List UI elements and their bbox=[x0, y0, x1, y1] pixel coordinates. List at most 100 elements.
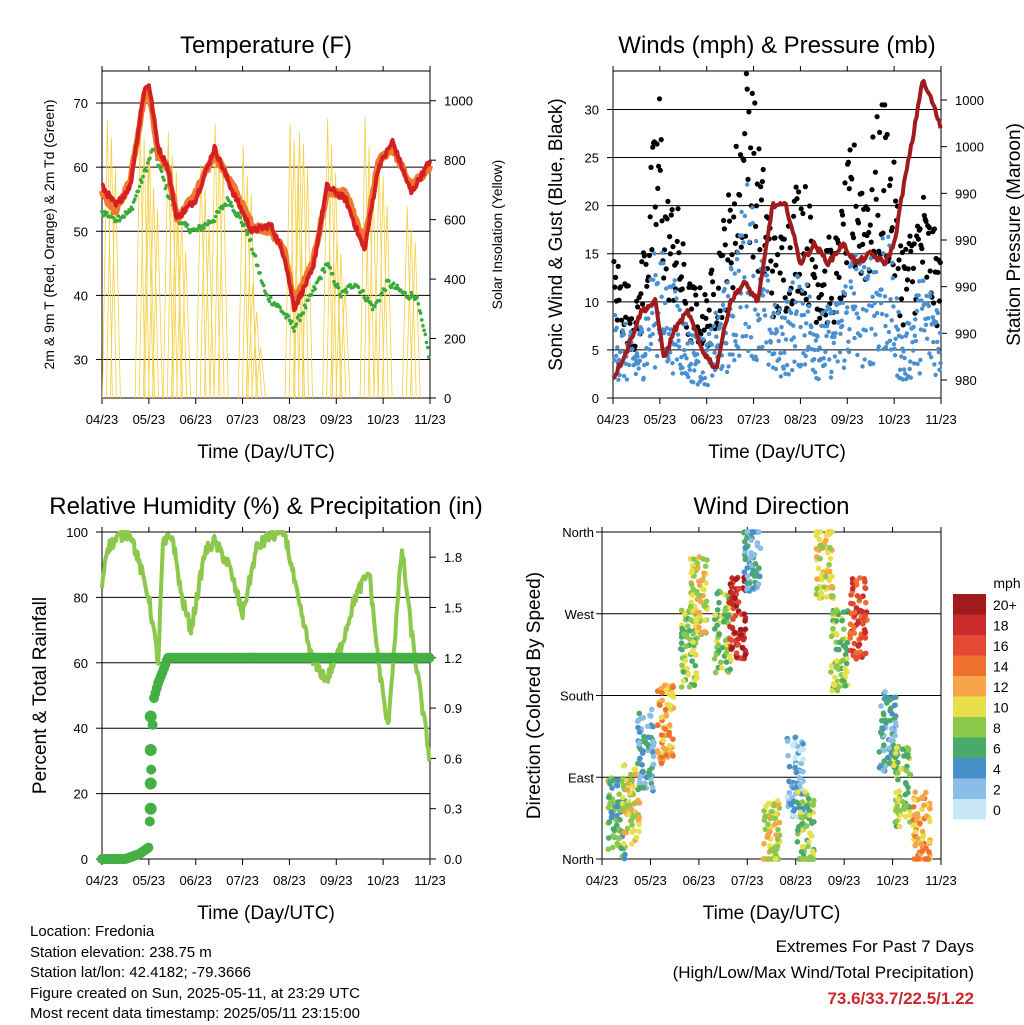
legend-label: 4 bbox=[993, 761, 1001, 777]
sonic-point bbox=[743, 333, 749, 339]
direction-point bbox=[620, 840, 627, 847]
sonic-point bbox=[612, 358, 617, 363]
gust-point bbox=[654, 141, 660, 147]
sonic-point bbox=[854, 267, 859, 272]
sonic-point bbox=[787, 288, 793, 293]
x-tick-label: 09/23 bbox=[831, 412, 864, 427]
y-tick-label: North bbox=[562, 525, 594, 540]
sonic-point bbox=[750, 205, 755, 210]
sonic-point bbox=[917, 371, 922, 376]
gust-point bbox=[758, 197, 765, 203]
direction-point bbox=[688, 582, 695, 588]
sonic-point bbox=[828, 375, 834, 380]
direction-point bbox=[693, 669, 700, 676]
direction-point bbox=[693, 617, 699, 624]
direction-point bbox=[761, 808, 767, 814]
gust-point bbox=[807, 214, 814, 220]
sonic-point bbox=[784, 362, 790, 368]
gust-point bbox=[920, 259, 926, 265]
sonic-point bbox=[813, 338, 818, 343]
direction-point bbox=[680, 669, 687, 675]
sonic-point bbox=[930, 315, 935, 320]
sonic-point bbox=[820, 310, 825, 315]
sonic-point bbox=[806, 304, 812, 309]
sonic-point bbox=[806, 344, 811, 349]
y2-tick-label: 980 bbox=[955, 373, 977, 388]
sonic-point bbox=[795, 274, 800, 280]
sonic-point bbox=[637, 358, 642, 363]
direction-point bbox=[840, 657, 846, 664]
gust-point bbox=[670, 244, 676, 250]
gust-point bbox=[898, 296, 905, 302]
direction-point bbox=[795, 789, 801, 795]
sonic-point bbox=[683, 321, 689, 326]
dewpoint-point bbox=[366, 296, 370, 300]
sonic-point bbox=[838, 331, 843, 336]
direction-point bbox=[829, 688, 835, 694]
chart-title: Relative Humidity (%) & Precipitation (i… bbox=[49, 493, 482, 520]
direction-point bbox=[659, 690, 665, 696]
gust-point bbox=[618, 284, 624, 290]
gust-point bbox=[751, 150, 757, 156]
direction-point bbox=[763, 803, 769, 810]
direction-point bbox=[628, 806, 635, 812]
direction-point bbox=[880, 710, 887, 716]
direction-point bbox=[762, 813, 769, 819]
dewpoint-point bbox=[238, 215, 242, 220]
dewpoint-point bbox=[301, 311, 306, 315]
direction-point bbox=[795, 827, 801, 833]
dewpoint-point bbox=[292, 329, 296, 333]
sonic-point bbox=[815, 334, 820, 339]
sonic-point bbox=[786, 372, 791, 377]
sonic-point bbox=[775, 311, 781, 316]
direction-point bbox=[919, 828, 926, 835]
direction-point bbox=[715, 642, 721, 648]
gust-point bbox=[694, 301, 700, 307]
direction-point bbox=[680, 678, 687, 684]
y2-tick-label: 0 bbox=[444, 391, 451, 406]
x-tick-label: 08/23 bbox=[784, 412, 817, 427]
gust-point bbox=[646, 252, 653, 258]
dewpoint-point bbox=[408, 296, 412, 300]
x-tick-label: 11/23 bbox=[414, 873, 446, 888]
direction-point bbox=[650, 738, 656, 745]
direction-point bbox=[891, 702, 898, 709]
direction-point bbox=[632, 766, 639, 772]
sonic-point bbox=[938, 360, 943, 366]
sonic-point bbox=[895, 327, 901, 332]
direction-point bbox=[817, 589, 824, 595]
direction-point bbox=[773, 832, 779, 838]
sonic-point bbox=[935, 339, 940, 345]
gust-point bbox=[781, 236, 787, 242]
dewpoint-point bbox=[362, 296, 367, 300]
sonic-point bbox=[772, 351, 777, 356]
sonic-point bbox=[674, 296, 679, 301]
direction-point bbox=[835, 664, 841, 671]
legend-label: 20+ bbox=[993, 597, 1017, 613]
legend-swatch bbox=[953, 799, 986, 820]
direction-point bbox=[893, 818, 900, 825]
direction-point bbox=[658, 714, 665, 721]
direction-point bbox=[642, 739, 649, 745]
direction-point bbox=[768, 808, 775, 815]
sonic-point bbox=[670, 371, 676, 376]
direction-point bbox=[620, 763, 627, 769]
sonic-point bbox=[732, 358, 737, 363]
direction-point bbox=[726, 612, 732, 619]
dewpoint-point bbox=[370, 307, 375, 312]
gust-point bbox=[889, 225, 895, 231]
series-rh bbox=[100, 530, 432, 763]
dewpoint-point bbox=[326, 261, 330, 266]
direction-point bbox=[853, 656, 860, 662]
sonic-point bbox=[686, 374, 691, 380]
sonic-point bbox=[874, 310, 880, 316]
direction-point bbox=[616, 835, 623, 842]
x-tick-label: 10/23 bbox=[367, 412, 400, 427]
direction-point bbox=[851, 624, 857, 631]
gust-point bbox=[881, 188, 887, 194]
sonic-point bbox=[862, 357, 867, 362]
direction-point bbox=[892, 715, 898, 721]
direction-point bbox=[690, 586, 697, 593]
sonic-point bbox=[910, 348, 916, 353]
direction-point bbox=[648, 713, 654, 719]
